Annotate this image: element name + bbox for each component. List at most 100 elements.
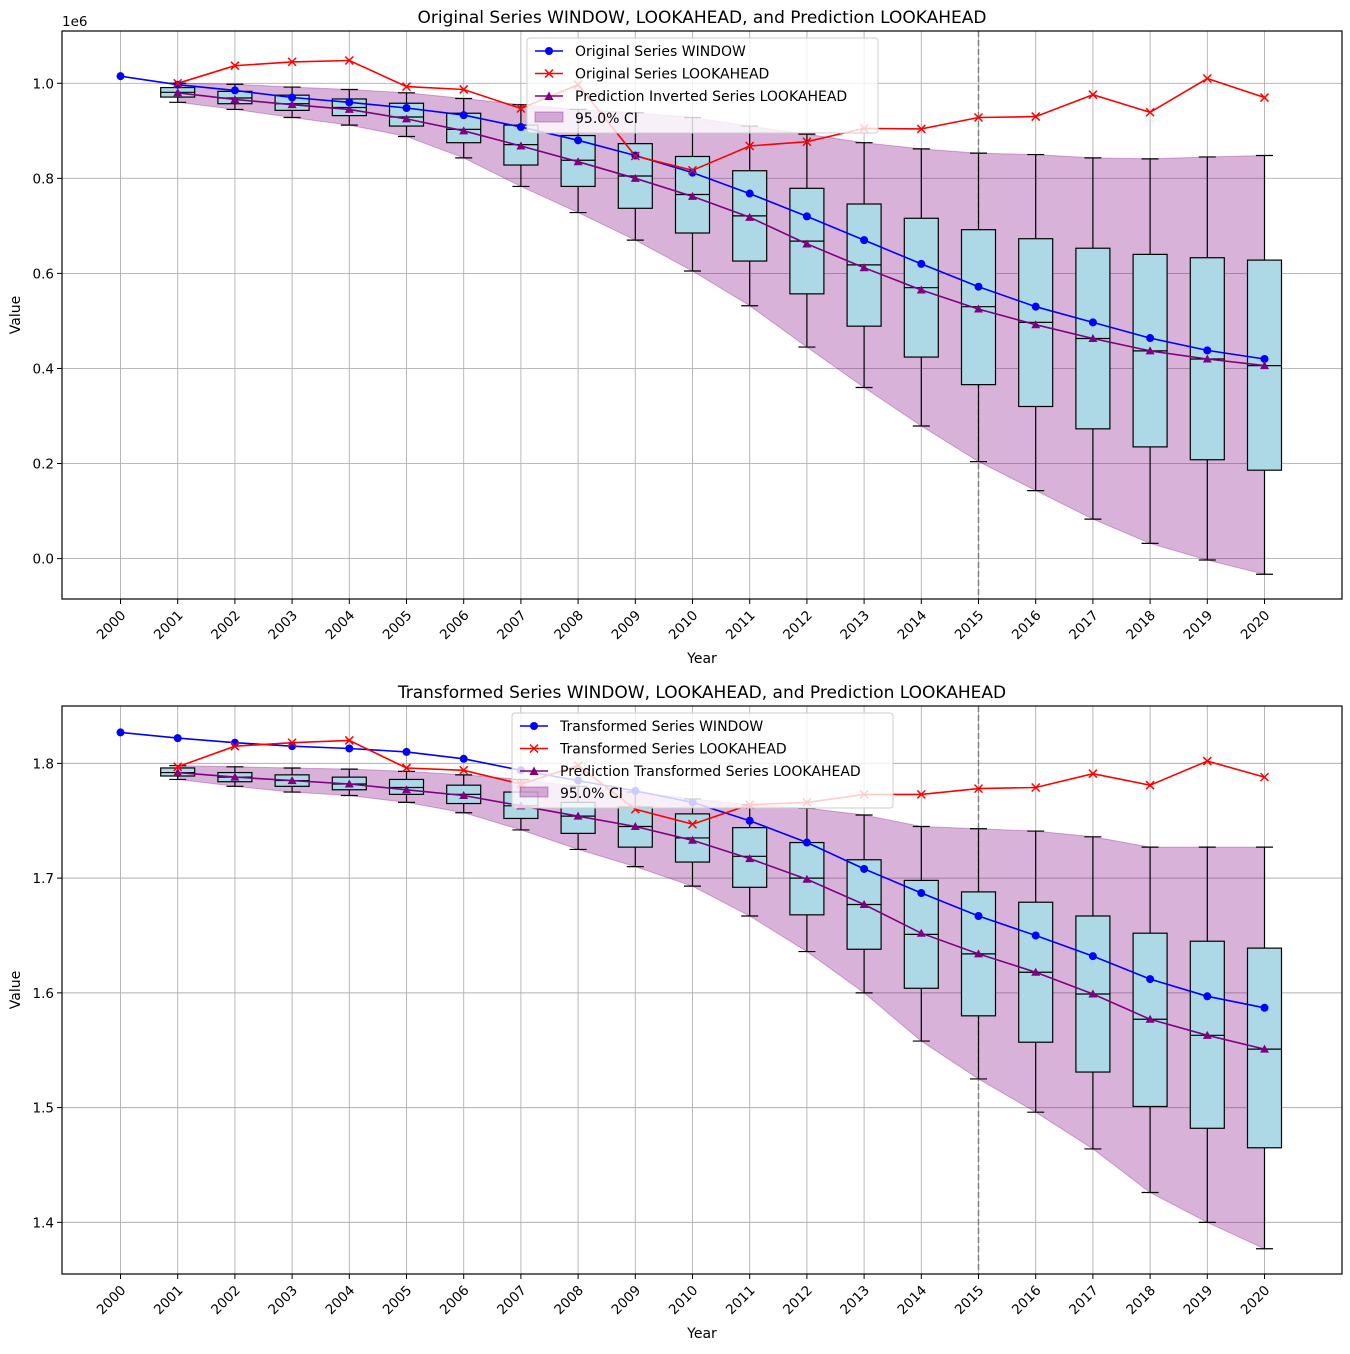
prediction-point — [974, 304, 983, 313]
lookahead-point — [1202, 74, 1212, 84]
prediction-point — [688, 191, 697, 200]
boxplot-2012 — [789, 133, 825, 348]
y-tick-label: 0.2 — [33, 457, 54, 473]
y-axis-label: Value — [8, 971, 24, 1009]
lookahead-point — [287, 738, 297, 748]
lookahead-point — [687, 165, 698, 175]
prediction-point — [173, 88, 183, 97]
window-point — [459, 754, 468, 763]
legend-entry-prediction: Prediction Transformed Series LOOKAHEAD — [520, 764, 861, 780]
lookahead-point — [687, 819, 698, 829]
prediction-line — [177, 771, 1265, 1050]
legend: Original Series WINDOW Original Series L… — [526, 37, 879, 134]
prediction-point — [630, 821, 640, 830]
prediction-point — [459, 126, 469, 135]
boxplots — [160, 82, 1283, 575]
lookahead-line — [177, 739, 1265, 826]
x-axis-label: Year — [686, 1326, 717, 1342]
window-point — [173, 734, 182, 743]
lookahead-point — [401, 763, 412, 773]
window-point — [1146, 334, 1155, 343]
prediction-point — [859, 263, 869, 272]
prediction-line — [177, 92, 1265, 367]
y-tick-label: 1.4 — [33, 1215, 54, 1231]
prediction-point — [1031, 320, 1041, 329]
window-point — [745, 189, 754, 198]
chart-title: Original Series WINDOW, LOOKAHEAD, and P… — [418, 8, 987, 28]
prediction-point — [287, 776, 297, 785]
lookahead-point — [1259, 93, 1270, 103]
window-point — [1088, 952, 1097, 961]
lookahead-point — [173, 78, 183, 88]
window-point — [974, 282, 983, 291]
window-point — [1203, 992, 1212, 1001]
window-point — [1088, 318, 1097, 327]
prediction-point — [1145, 1014, 1155, 1023]
window-point — [116, 728, 125, 737]
window-point — [1146, 975, 1155, 984]
legend-label: 95.0% CI — [575, 111, 638, 127]
y-axis: 0.0 0.2 0.4 0.6 0.8 1.0 — [33, 76, 62, 568]
axes-frame — [61, 30, 1343, 600]
series-lines — [116, 55, 1270, 370]
window-point — [1203, 346, 1212, 355]
legend-label: Transformed Series LOOKAHEAD — [559, 742, 787, 758]
prediction-point — [1202, 354, 1212, 363]
boxplot-2017 — [1075, 157, 1111, 520]
lookahead-point — [1088, 769, 1098, 779]
lookahead-point — [973, 784, 984, 794]
lookahead-point — [230, 741, 240, 751]
lookahead-point — [1031, 112, 1041, 122]
prediction-point — [802, 239, 812, 248]
lookahead-point — [230, 61, 240, 71]
lookahead-line — [177, 59, 1265, 172]
prediction-point — [402, 785, 411, 794]
prediction-point — [916, 285, 926, 294]
y-tick-label: 0.0 — [33, 552, 54, 568]
y-tick-label: 0.6 — [33, 266, 54, 282]
lookahead-point — [973, 112, 984, 123]
prediction-point — [916, 928, 926, 937]
legend-entry-ci: 95.0% CI — [534, 111, 638, 127]
lookahead-point — [173, 762, 183, 772]
lookahead-point — [459, 765, 469, 775]
prediction-point — [688, 835, 697, 844]
window-point — [173, 80, 182, 89]
prediction-point — [1260, 1044, 1269, 1053]
window-point — [1031, 302, 1040, 311]
lookahead-point — [459, 84, 469, 94]
lookahead-point — [745, 141, 755, 151]
prediction-point — [402, 114, 411, 123]
lookahead-point — [1259, 772, 1270, 782]
legend: Transformed Series WINDOW Transformed Se… — [511, 712, 894, 809]
legend-entry-ci: 95.0% CI — [519, 786, 623, 802]
axes-frame — [61, 705, 1343, 1275]
prediction-point — [173, 768, 183, 777]
boxplot-2019 — [1189, 846, 1225, 1223]
chart-transformed: Transformed Series WINDOW, LOOKAHEAD, an… — [8, 683, 1343, 1342]
prediction-point — [344, 779, 354, 788]
lookahead-point — [344, 735, 354, 745]
chart-original: Original Series WINDOW, LOOKAHEAD, and P… — [8, 8, 1343, 667]
prediction-point — [1088, 334, 1098, 343]
window-point — [860, 236, 869, 245]
prediction-point — [344, 104, 354, 113]
window-point — [917, 889, 926, 898]
lookahead-point — [916, 124, 926, 134]
lookahead-point — [287, 57, 297, 67]
lookahead-point — [1145, 107, 1155, 117]
legend-entry-lookahead: Original Series LOOKAHEAD — [535, 67, 769, 83]
window-point — [574, 136, 583, 145]
window-point — [1260, 1003, 1269, 1012]
lookahead-point — [344, 55, 354, 65]
prediction-point — [1031, 967, 1041, 976]
lookahead-point — [1202, 756, 1212, 766]
window-point — [802, 212, 811, 221]
lookahead-point — [916, 789, 926, 799]
prediction-point — [859, 900, 869, 909]
legend-entry-lookahead: Transformed Series LOOKAHEAD — [520, 742, 787, 758]
legend-entry-window: Original Series WINDOW — [535, 44, 746, 60]
prediction-point — [802, 874, 812, 883]
boxplot-2017 — [1075, 836, 1111, 1150]
window-point — [345, 744, 354, 753]
